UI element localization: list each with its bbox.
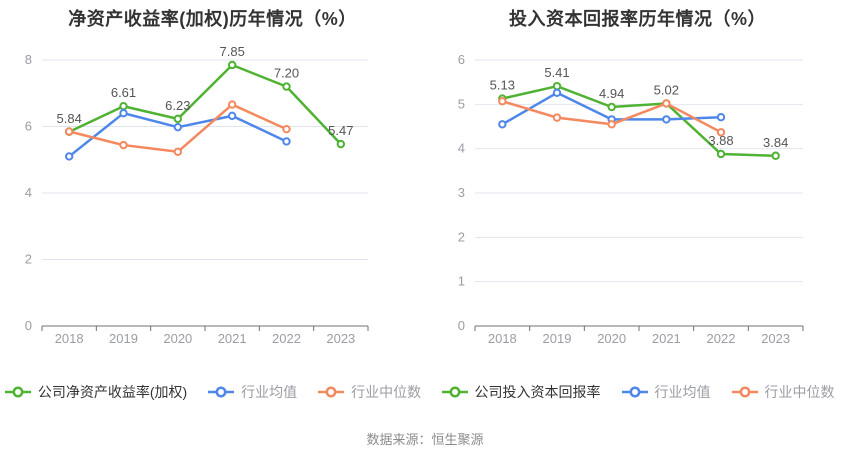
legend-line-marker-icon <box>318 386 345 398</box>
y-tick-label: 1 <box>458 274 465 289</box>
legend-label: 行业中位数 <box>351 384 422 400</box>
x-tick-label: 2023 <box>326 331 355 346</box>
y-tick-label: 4 <box>25 185 32 200</box>
y-tick-label: 2 <box>25 252 32 267</box>
legend-item-industry-avg[interactable]: 行业均值 <box>621 382 711 402</box>
data-point-marker[interactable] <box>119 140 128 150</box>
x-tick-label: 2018 <box>488 331 517 346</box>
data-point-marker[interactable] <box>173 147 183 156</box>
legend-line-marker-icon <box>4 386 31 398</box>
data-point-label: 5.47 <box>328 123 353 138</box>
data-point-marker[interactable] <box>227 100 237 109</box>
x-tick-label: 2020 <box>597 331 626 346</box>
data-point-label: 4.94 <box>599 86 624 101</box>
series-line-0 <box>502 84 776 158</box>
data-point-marker[interactable] <box>173 122 183 132</box>
data-point-label: 7.20 <box>274 66 299 81</box>
y-tick-label: 8 <box>25 52 32 67</box>
x-tick-label: 2021 <box>218 331 247 346</box>
x-tick-label: 2019 <box>543 331 572 346</box>
roic-chart-legend: 公司投入资本回报率 行业均值 行业中位数 <box>425 382 850 402</box>
y-tick-label: 0 <box>458 318 465 333</box>
legend-item-industry-median[interactable]: 行业中位数 <box>317 382 421 402</box>
roe-chart-panel: 净资产收益率(加权)历年情况（%） 0 2 4 6 8 2018 2019 2020 2021 2… <box>0 0 425 410</box>
data-point-label: 5.84 <box>57 111 82 126</box>
y-tick-label: 2 <box>458 229 465 244</box>
data-point-marker[interactable] <box>119 109 128 118</box>
legend-item-company[interactable]: 公司投入资本回报率 <box>441 382 601 402</box>
data-point-marker[interactable] <box>336 139 346 149</box>
series-line-0 <box>68 63 342 145</box>
y-tick-label: 5 <box>458 96 465 111</box>
x-tick-label: 2022 <box>272 331 301 346</box>
data-point-label: 5.02 <box>654 82 679 97</box>
x-tick-label: 2020 <box>163 331 192 346</box>
x-tick-label: 2021 <box>652 331 681 346</box>
roe-chart-canvas[interactable]: 0 2 4 6 8 2018 2019 2020 2021 2022 2023 5.84 6.61 6.2… <box>0 30 425 350</box>
roe-chart-title: 净资产收益率(加权)历年情况（%） <box>68 9 357 29</box>
data-point-label: 5.41 <box>544 65 569 80</box>
legend-label: 公司净资产收益率(加权) <box>37 384 188 400</box>
data-point-marker[interactable] <box>64 127 74 136</box>
data-point-marker[interactable] <box>227 60 237 70</box>
legend-item-industry-median[interactable]: 行业中位数 <box>731 382 835 402</box>
x-tick-label: 2022 <box>707 331 736 346</box>
legend-item-company[interactable]: 公司净资产收益率(加权) <box>4 382 187 402</box>
data-point-marker[interactable] <box>552 81 562 91</box>
legend-label: 行业均值 <box>241 384 298 400</box>
data-point-marker[interactable] <box>552 88 562 98</box>
data-point-label: 5.13 <box>490 78 515 93</box>
legend-label: 公司投入资本回报率 <box>474 384 601 400</box>
data-source-note: 数据来源：恒生聚源 <box>366 432 484 447</box>
data-point-marker[interactable] <box>498 120 507 129</box>
y-tick-label: 0 <box>25 318 32 333</box>
data-point-marker[interactable] <box>282 137 291 146</box>
data-point-marker[interactable] <box>607 102 616 112</box>
x-tick-label: 2019 <box>109 331 138 346</box>
roic-chart-title: 投入资本回报率历年情况（%） <box>508 9 766 29</box>
data-point-marker[interactable] <box>662 115 671 124</box>
x-tick-label: 2018 <box>55 331 84 346</box>
y-tick-label: 3 <box>458 185 465 200</box>
data-point-marker[interactable] <box>716 112 726 122</box>
roe-chart-legend: 公司净资产收益率(加权) 行业均值 行业中位数 <box>0 382 425 402</box>
data-point-marker[interactable] <box>662 99 671 108</box>
data-point-marker[interactable] <box>64 152 74 161</box>
data-point-marker[interactable] <box>282 82 291 91</box>
data-point-marker[interactable] <box>607 120 616 129</box>
data-point-marker[interactable] <box>552 113 562 122</box>
y-tick-label: 6 <box>25 119 32 134</box>
data-point-label: 6.61 <box>111 85 136 100</box>
x-tick-label: 2023 <box>761 331 790 346</box>
data-point-marker[interactable] <box>227 111 237 121</box>
data-point-marker[interactable] <box>771 151 780 160</box>
legend-line-marker-icon <box>731 386 758 398</box>
legend-line-marker-icon <box>208 386 235 398</box>
data-point-label: 7.85 <box>220 44 245 59</box>
legend-item-industry-avg[interactable]: 行业均值 <box>207 382 297 402</box>
data-point-marker[interactable] <box>173 114 183 124</box>
y-tick-label: 4 <box>458 141 465 156</box>
y-tick-label: 6 <box>458 52 465 67</box>
data-point-label: 3.88 <box>708 133 733 148</box>
data-point-marker[interactable] <box>498 97 507 106</box>
legend-label: 行业均值 <box>654 384 711 400</box>
data-point-marker[interactable] <box>119 102 128 111</box>
roic-chart-panel: 投入资本回报率历年情况（%） 0 1 2 3 4 5 6 2018 2019 2020 2021 20… <box>425 0 850 410</box>
data-point-label: 3.84 <box>763 135 788 150</box>
data-point-marker[interactable] <box>282 124 291 134</box>
data-point-marker[interactable] <box>716 149 726 159</box>
legend-line-marker-icon <box>441 386 468 398</box>
data-point-marker[interactable] <box>716 128 726 137</box>
legend-label: 行业中位数 <box>764 384 835 400</box>
data-point-label: 6.23 <box>165 98 190 113</box>
roic-chart-canvas[interactable]: 0 1 2 3 4 5 6 2018 2019 2020 2021 2022 2023 5.13 5.41 4… <box>425 30 850 350</box>
legend-line-marker-icon <box>621 386 648 398</box>
